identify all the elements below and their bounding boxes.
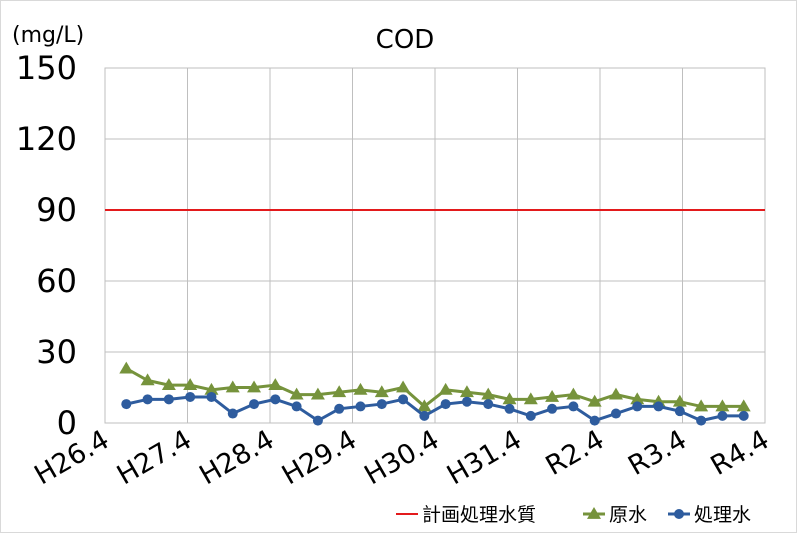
- triangle-marker: [566, 387, 581, 400]
- triangle-marker: [417, 399, 432, 412]
- circle-marker: [355, 401, 366, 412]
- triangle-marker: [374, 385, 389, 398]
- x-tick-label: H28.4: [194, 424, 279, 491]
- triangle-marker: [247, 380, 262, 393]
- triangle-marker: [545, 389, 560, 402]
- legend-label: 計画処理水質: [422, 504, 536, 526]
- circle-marker: [440, 399, 451, 410]
- triangle-marker: [140, 373, 155, 386]
- circle-marker: [334, 403, 345, 414]
- legend: 計画処理水質 原水 処理水: [396, 504, 751, 526]
- circle-marker: [674, 406, 685, 417]
- circle-marker: [632, 401, 643, 412]
- y-tick-label: 60: [36, 262, 77, 300]
- triangle-marker: [694, 399, 709, 412]
- x-tick-label: H31.4: [442, 424, 527, 491]
- x-tick-label: H27.4: [112, 424, 197, 491]
- circle-marker: [568, 401, 579, 412]
- legend-item: 原水: [583, 504, 647, 526]
- y-tick-label: 0: [57, 404, 77, 442]
- triangle-marker: [353, 382, 368, 395]
- circle-marker: [227, 408, 238, 419]
- triangle-marker: [630, 392, 645, 405]
- triangle-marker: [715, 399, 730, 412]
- circle-marker: [419, 410, 430, 421]
- triangle-marker: [161, 378, 176, 391]
- circle-marker: [312, 415, 323, 426]
- triangle-marker: [459, 385, 474, 398]
- circle-marker: [504, 403, 515, 414]
- legend-triangle-marker: [587, 507, 601, 519]
- circle-marker: [696, 415, 707, 426]
- series: [105, 209, 765, 426]
- x-tick-label: H29.4: [277, 424, 362, 491]
- triangle-marker: [332, 385, 347, 398]
- circle-marker: [483, 399, 494, 410]
- triangle-marker: [183, 378, 198, 391]
- axes: 0306090120150H26.4H27.4H28.4H29.4H30.4H3…: [16, 49, 775, 491]
- triangle-marker: [736, 399, 751, 412]
- triangle-marker: [119, 361, 134, 374]
- triangle-marker: [225, 380, 240, 393]
- triangle-marker: [672, 394, 687, 407]
- circle-marker: [589, 415, 600, 426]
- triangle-marker: [289, 387, 304, 400]
- x-tick-label: H30.4: [359, 424, 444, 491]
- x-tick-label: R4.4: [706, 424, 775, 482]
- triangle-marker: [481, 387, 496, 400]
- triangle-marker: [268, 378, 283, 391]
- circle-marker: [121, 399, 132, 410]
- legend-label: 処理水: [694, 504, 751, 526]
- series-1: [119, 361, 751, 412]
- circle-marker: [525, 410, 536, 421]
- x-tick-label: R2.4: [541, 424, 610, 482]
- triangle-marker: [396, 380, 411, 393]
- grid: [104, 67, 766, 424]
- series-2: [121, 391, 749, 426]
- circle-marker: [291, 401, 302, 412]
- triangle-marker: [608, 387, 623, 400]
- circle-marker: [610, 408, 621, 419]
- y-tick-label: 120: [16, 120, 77, 158]
- y-tick-label: 150: [16, 49, 77, 87]
- x-tick-label: R3.4: [623, 424, 692, 482]
- circle-marker: [270, 394, 281, 405]
- legend-circle-marker: [674, 509, 684, 519]
- chart-title: COD: [376, 25, 435, 55]
- y-tick-label: 90: [36, 191, 77, 229]
- triangle-marker: [310, 387, 325, 400]
- circle-marker: [206, 391, 217, 402]
- circle-marker: [376, 399, 387, 410]
- circle-marker: [653, 401, 664, 412]
- triangle-marker: [587, 394, 602, 407]
- circle-marker: [398, 394, 409, 405]
- circle-marker: [185, 391, 196, 402]
- circle-marker: [249, 399, 260, 410]
- circle-marker: [717, 410, 728, 421]
- circle-marker: [163, 394, 174, 405]
- legend-label: 原水: [609, 504, 647, 526]
- legend-item: 計画処理水質: [396, 504, 536, 526]
- circle-marker: [461, 396, 472, 407]
- triangle-marker: [204, 382, 219, 395]
- triangle-marker: [438, 382, 453, 395]
- y-tick-label: 30: [36, 333, 77, 371]
- triangle-marker: [502, 392, 517, 405]
- circle-marker: [738, 410, 749, 421]
- legend-item: 処理水: [668, 504, 751, 526]
- unit-label: (mg/L): [12, 23, 84, 48]
- triangle-marker: [523, 392, 538, 405]
- circle-marker: [142, 394, 153, 405]
- plot-area: [104, 67, 766, 424]
- circle-marker: [547, 403, 558, 414]
